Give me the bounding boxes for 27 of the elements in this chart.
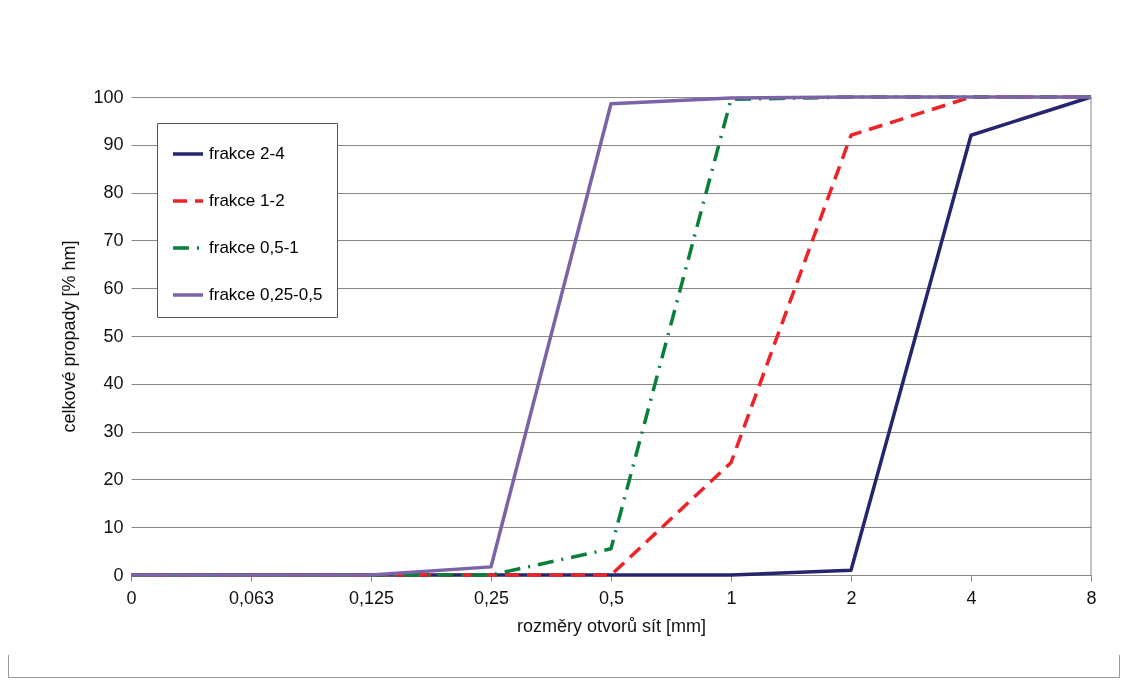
y-axis-title: celkové propady [% hm] xyxy=(59,240,80,433)
x-tick-label: 0,063 xyxy=(228,587,275,608)
line-series xyxy=(129,95,1093,577)
legend-label: frakce 0,25-0,5 xyxy=(209,285,323,304)
x-axis-title: rozměry otvorů sít [mm] xyxy=(516,615,707,636)
y-tick-label: 0 xyxy=(113,564,124,585)
y-tick-label: 60 xyxy=(103,277,124,298)
legend-label: frakce 1-2 xyxy=(209,191,285,210)
y-tick-label: 80 xyxy=(103,182,124,203)
x-tick-label: 8 xyxy=(1086,587,1097,608)
y-tick-label: 20 xyxy=(103,468,124,489)
x-tick-label: 4 xyxy=(966,587,977,608)
x-tick-label: 0 xyxy=(126,587,137,608)
x-tick-label: 0,25 xyxy=(473,587,510,608)
y-tick-label: 40 xyxy=(103,373,124,394)
legend-label: frakce 2-4 xyxy=(209,144,285,163)
x-tick-label: 0,5 xyxy=(598,587,625,608)
y-tick-label: 50 xyxy=(103,325,124,346)
y-tick-label: 90 xyxy=(103,134,124,155)
x-tick-label: 2 xyxy=(846,587,857,608)
x-tick-label: 0,125 xyxy=(348,587,395,608)
legend-label: frakce 0,5-1 xyxy=(209,238,299,257)
y-tick-label: 30 xyxy=(103,421,124,442)
y-tick-label: 70 xyxy=(103,229,124,250)
y-tick-label: 100 xyxy=(93,86,124,107)
y-tick-label: 10 xyxy=(103,516,124,537)
x-tick-label: 1 xyxy=(726,587,737,608)
